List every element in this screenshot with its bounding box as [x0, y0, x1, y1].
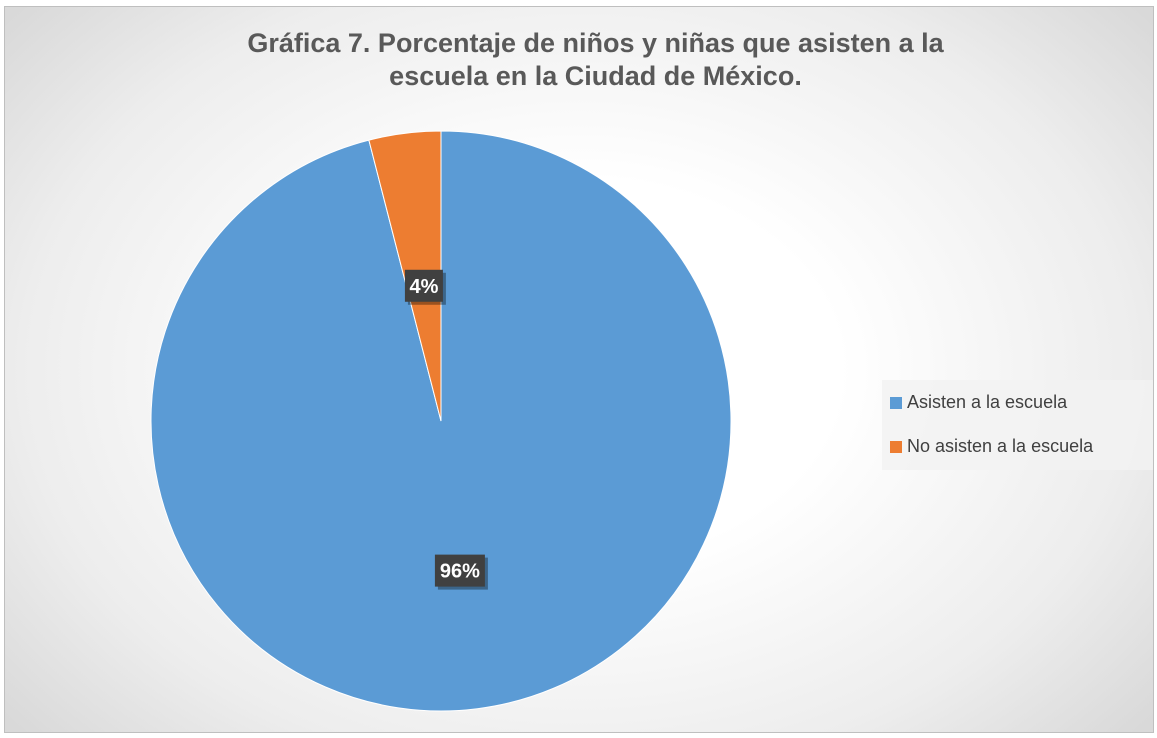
- legend-swatch-asisten: [890, 396, 902, 409]
- legend-swatch-no-asisten: [890, 440, 902, 453]
- legend: Asisten a la escuela No asisten a la esc…: [882, 380, 1153, 470]
- legend-item-no-asisten: No asisten a la escuela: [890, 436, 1093, 457]
- data-label-no-asisten: 4%: [404, 269, 446, 305]
- legend-item-asisten: Asisten a la escuela: [890, 392, 1067, 413]
- chart-area: Gráfica 7. Porcentaje de niños y niñas q…: [4, 6, 1154, 733]
- pie-chart: 96% 4%: [150, 130, 732, 712]
- svg-text:4%: 4%: [409, 276, 438, 298]
- data-label-asisten: 96%: [434, 554, 488, 590]
- svg-text:96%: 96%: [440, 561, 480, 583]
- chart-title: Gráfica 7. Porcentaje de niños y niñas q…: [247, 28, 944, 91]
- legend-label-asisten: Asisten a la escuela: [907, 392, 1068, 412]
- legend-label-no-asisten: No asisten a la escuela: [907, 436, 1094, 456]
